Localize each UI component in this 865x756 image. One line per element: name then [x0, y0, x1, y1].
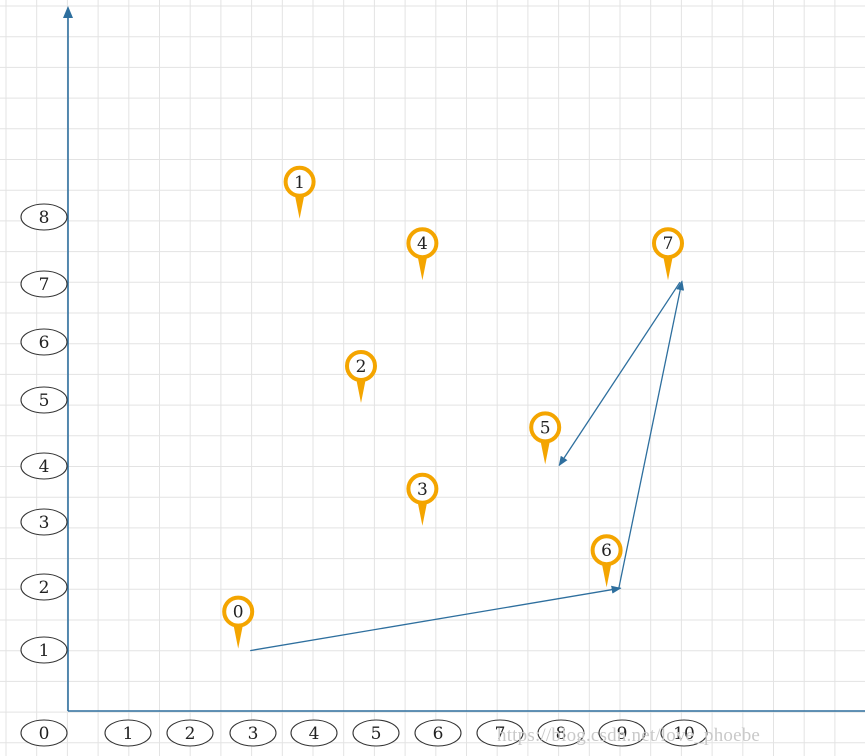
- path-arrow-0: [250, 585, 622, 652]
- y-tick-6: 6: [20, 328, 68, 356]
- point-label: 6: [601, 541, 612, 561]
- x-tick-0: 0: [20, 719, 68, 747]
- x-tick-8: 8: [537, 719, 585, 747]
- x-tick-10: 10: [660, 719, 708, 747]
- pin-head: [590, 534, 623, 567]
- point-marker-7: 7: [652, 227, 684, 281]
- x-tick-9: 9: [598, 719, 646, 747]
- x-tick-3: 3: [229, 719, 277, 747]
- y-tick-5: 5: [20, 386, 68, 414]
- tick-labels: 0 1 2 3 4 5 6 7 8 9 10 1 2 3 4 5 6 7 8: [20, 203, 708, 747]
- y-tick-2: 2: [20, 573, 68, 601]
- y-tick-3-text: 3: [39, 513, 50, 533]
- point-label: 1: [294, 173, 305, 193]
- x-tick-3-text: 3: [248, 724, 259, 744]
- pin-tail: [356, 378, 366, 403]
- pin-tail: [540, 439, 551, 465]
- pin-head: [222, 595, 255, 628]
- pin-head: [406, 472, 439, 505]
- y-tick-5-text: 5: [39, 391, 50, 411]
- pin-head: [652, 227, 684, 260]
- x-tick-2: 2: [166, 719, 214, 747]
- pin-head: [283, 165, 316, 198]
- pin-tail: [417, 500, 428, 526]
- y-tick-4-text: 4: [39, 457, 50, 477]
- point-marker-6: 6: [590, 534, 623, 588]
- y-tick-1: 1: [20, 636, 68, 664]
- x-tick-6-text: 6: [433, 724, 444, 744]
- point-label: 4: [417, 234, 428, 254]
- x-tick-0-text: 0: [39, 724, 50, 744]
- pin-tail: [417, 255, 428, 281]
- y-tick-2-text: 2: [39, 578, 50, 598]
- point-marker-5: 5: [529, 411, 562, 465]
- pin-head: [406, 227, 439, 260]
- x-tick-5-text: 5: [371, 724, 382, 744]
- x-tick-1-text: 1: [123, 724, 134, 744]
- x-tick-2-text: 2: [185, 724, 196, 744]
- point-label: 3: [417, 480, 428, 500]
- pin-tail: [601, 562, 612, 588]
- pin-tail: [663, 255, 673, 281]
- pin-tail: [294, 193, 305, 219]
- x-tick-4-text: 4: [309, 724, 320, 744]
- y-tick-8-text: 8: [39, 208, 50, 228]
- point-marker-0: 0: [222, 595, 255, 649]
- point-marker-3: 3: [406, 472, 439, 526]
- x-tick-7-text: 7: [495, 724, 506, 744]
- x-tick-5: 5: [352, 719, 400, 747]
- watermark-text: https://blog.csdn.net/love_phoebe: [497, 725, 761, 746]
- point-label: 2: [356, 357, 367, 377]
- y-tick-7: 7: [20, 270, 68, 298]
- y-tick-3: 3: [20, 508, 68, 536]
- y-tick-8: 8: [20, 203, 68, 231]
- x-tick-9-text: 9: [617, 724, 628, 744]
- y-tick-4: 4: [20, 452, 68, 480]
- y-tick-6-text: 6: [39, 333, 50, 353]
- point-label: 0: [233, 603, 244, 623]
- x-tick-1: 1: [104, 719, 152, 747]
- x-tick-10-text: 10: [673, 724, 695, 744]
- pin-head: [345, 350, 377, 382]
- x-tick-7: 7: [476, 719, 524, 747]
- y-tick-7-text: 7: [39, 275, 50, 295]
- point-label: 7: [663, 234, 674, 254]
- arrow-path: [250, 280, 685, 652]
- point-marker-2: 2: [345, 350, 377, 403]
- point-markers: 0 1 2 3 4 5 6 7: [222, 165, 684, 649]
- point-marker-4: 4: [406, 227, 439, 281]
- pin-head: [529, 411, 562, 444]
- y-axis-arrowhead: [63, 6, 73, 18]
- x-tick-4: 4: [290, 719, 338, 747]
- path-arrow-2: [558, 281, 681, 467]
- point-marker-1: 1: [283, 165, 316, 219]
- axes: [63, 6, 865, 712]
- x-tick-8-text: 8: [556, 724, 567, 744]
- path-arrow-1: [617, 280, 685, 590]
- pin-tail: [233, 623, 244, 649]
- y-tick-1-text: 1: [39, 641, 50, 661]
- x-tick-6: 6: [414, 719, 462, 747]
- point-label: 5: [540, 418, 551, 438]
